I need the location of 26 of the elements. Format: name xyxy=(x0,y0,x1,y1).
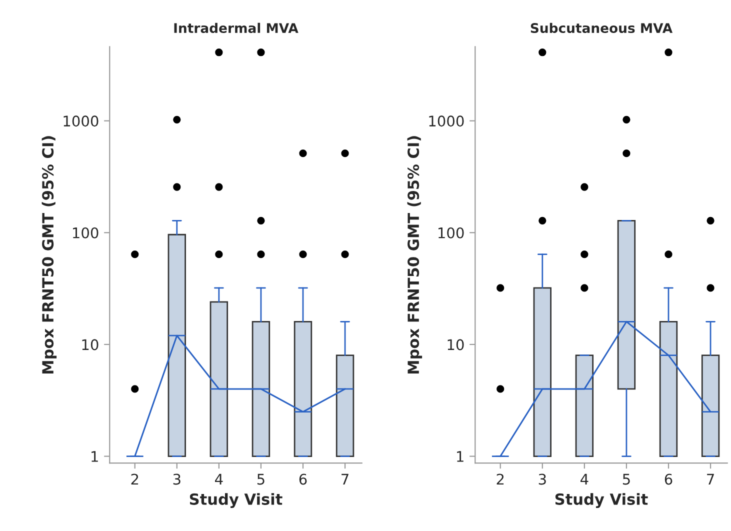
x-tick-label: 6 xyxy=(664,474,672,485)
y-tick-label: 1000 xyxy=(429,116,464,127)
y-tick-label: 1 xyxy=(92,451,98,462)
x-tick-label: 3 xyxy=(538,474,546,485)
x-tick-label: 2 xyxy=(131,474,138,485)
x-tick-label: 2 xyxy=(496,474,504,485)
y-tick-label: 10 xyxy=(448,339,464,350)
x-tick-label: 6 xyxy=(299,474,307,485)
x-axis-title: Study Visit xyxy=(555,493,648,508)
y-tick-label: 10 xyxy=(82,339,98,350)
y-tick-label: 100 xyxy=(73,227,98,238)
x-tick-label: 7 xyxy=(342,474,348,485)
x-tick-label: 5 xyxy=(622,474,630,485)
x-axis-title: Study Visit xyxy=(190,493,282,508)
chart-title: Subcutaneous MVA xyxy=(530,22,673,34)
x-tick-label: 4 xyxy=(215,474,223,485)
x-tick-label: 3 xyxy=(173,474,180,485)
y-tick-label: 100 xyxy=(438,227,464,238)
x-tick-label: 5 xyxy=(257,474,264,485)
y-axis-title: Mpox FRNT50 GMT (95% CI) xyxy=(407,136,422,374)
y-tick-label: 1 xyxy=(457,451,464,462)
chart-title: Intradermal MVA xyxy=(174,22,298,34)
y-tick-label: 1000 xyxy=(64,116,98,127)
y-axis-title: Mpox FRNT50 GMT (95% CI) xyxy=(42,136,57,374)
x-tick-label: 7 xyxy=(707,474,714,485)
x-tick-label: 4 xyxy=(580,474,588,485)
